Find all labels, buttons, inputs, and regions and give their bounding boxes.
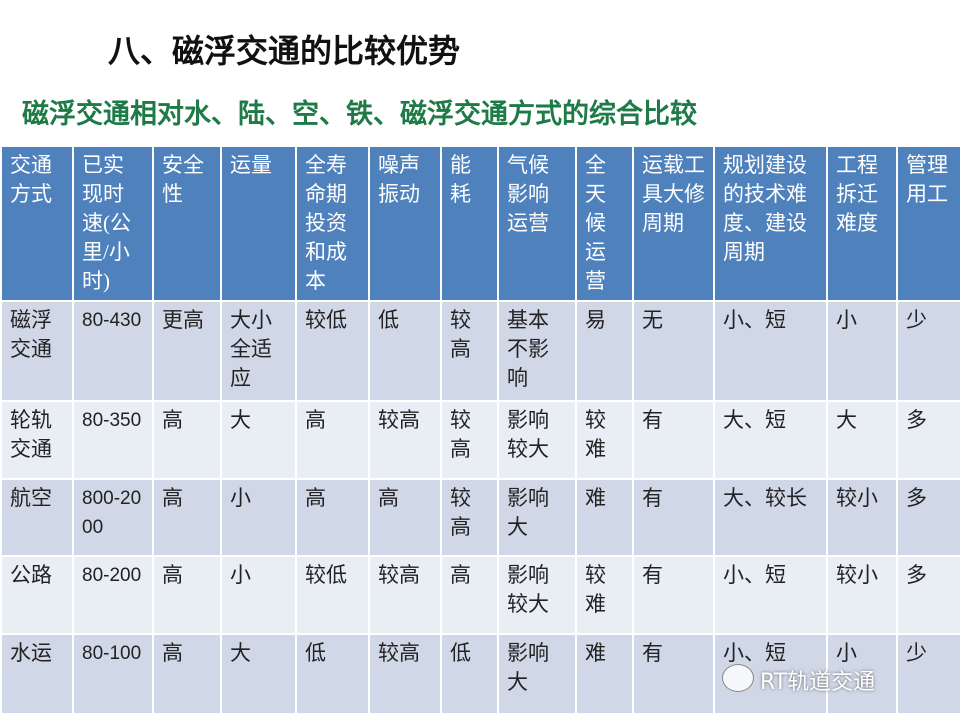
table-cell: 较小 (826, 555, 898, 635)
table-cell: 磁浮交通 (0, 300, 74, 402)
table-cell: 小、短 (713, 555, 828, 635)
table-cell: 多 (896, 478, 960, 557)
slide-subtitle: 磁浮交通相对水、陆、空、铁、磁浮交通方式的综合比较 (22, 99, 697, 130)
table-cell: 小、短 (713, 300, 828, 402)
table-cell: 高 (152, 633, 222, 715)
table-cell: 高 (368, 478, 442, 557)
table-cell: 高 (152, 478, 222, 557)
table-cell: 公路 (0, 555, 74, 635)
header-row: 交通方式 已实现时速(公里/小时) 安全性 运量 全寿命期投资和成本 噪声振动 能耗 气候影响… (0, 145, 960, 302)
speed-cell: 80-350 (72, 400, 154, 480)
table-cell: 较高 (368, 633, 442, 715)
column-header: 已实现时速(公里/小时) (72, 145, 154, 302)
table-cell: 小 (826, 300, 898, 402)
table-cell: 大 (826, 400, 898, 480)
table-cell: 低 (295, 633, 370, 715)
table-cell: 大小全适应 (220, 300, 297, 402)
table-cell: 有 (632, 555, 715, 635)
column-header: 全天候运营 (575, 145, 634, 302)
column-header: 气候影响运营 (497, 145, 577, 302)
column-header: 能耗 (440, 145, 499, 302)
table-cell: 基本不影响 (497, 300, 577, 402)
table-cell: 较低 (295, 300, 370, 402)
table-cell: 有 (632, 633, 715, 715)
table-cell: 较高 (440, 400, 499, 480)
table-cell: 较难 (575, 555, 634, 635)
table-cell: 高 (295, 478, 370, 557)
table-cell: 少 (896, 633, 960, 715)
table-cell: 低 (440, 633, 499, 715)
table-cell: 较高 (368, 400, 442, 480)
table-cell: 高 (152, 400, 222, 480)
column-header: 规划建设的技术难度、建设周期 (713, 145, 828, 302)
table-cell: 小 (220, 555, 297, 635)
table-cell: 较难 (575, 400, 634, 480)
slide-title: 八、磁浮交通的比较优势 (108, 32, 461, 70)
table-cell: 影响大 (497, 633, 577, 715)
table-row: 磁浮交通 80-430 更高 大小全适应 较低低较高 基本不影响易无小、短小少 (0, 300, 960, 402)
watermark-icon (722, 664, 754, 692)
table-cell: 更高 (152, 300, 222, 402)
table-cell: 难 (575, 633, 634, 715)
table-cell: 轮轨交通 (0, 400, 74, 480)
table-cell: 低 (368, 300, 442, 402)
table-cell: 少 (896, 300, 960, 402)
table-cell: 小 (826, 633, 898, 715)
table-cell: 较小 (826, 478, 898, 557)
table-cell: 较高 (368, 555, 442, 635)
table-cell: 影响大 (497, 478, 577, 557)
table-cell: 大、较长 (713, 478, 828, 557)
table-cell: 有 (632, 400, 715, 480)
table-cell: 无 (632, 300, 715, 402)
column-header: 交通方式 (0, 145, 74, 302)
table-body: 磁浮交通 80-430 更高 大小全适应 较低低较高 基本不影响易无小、短小少轮轨交通 80… (0, 300, 960, 715)
column-header: 全寿命期投资和成本 (295, 145, 370, 302)
table-cell: 较高 (440, 478, 499, 557)
table-row: 轮轨交通 80-350 高大高较高 较高 影响较大 较难有大、短大多 (0, 400, 960, 480)
table-cell: 多 (896, 400, 960, 480)
table-cell: 高 (295, 400, 370, 480)
table-row: 公路 80-200 高小较低 较高高影响较大 较难有小、短 较小多 (0, 555, 960, 635)
column-header: 安全性 (152, 145, 222, 302)
table-row: 航空 800-2000 高小高高较高 影响大难有大、较长 较小多 (0, 478, 960, 557)
table-cell: 高 (440, 555, 499, 635)
table-cell: 多 (896, 555, 960, 635)
speed-cell: 80-200 (72, 555, 154, 635)
column-header: 运量 (220, 145, 297, 302)
column-header: 噪声振动 (368, 145, 442, 302)
table-cell: 大 (220, 400, 297, 480)
table-cell: 影响较大 (497, 400, 577, 480)
table-cell: 大、短 (713, 400, 828, 480)
comparison-table: 交通方式 已实现时速(公里/小时) 安全性 运量 全寿命期投资和成本 噪声振动 能耗 气候影响… (0, 145, 960, 715)
table-cell: 影响较大 (497, 555, 577, 635)
table-row: 水运 80-100 高大低较高低影响大难有小、短小少 (0, 633, 960, 715)
table-cell: 大 (220, 633, 297, 715)
table-cell: 有 (632, 478, 715, 557)
table-cell: 水运 (0, 633, 74, 715)
column-header: 管理用工 (896, 145, 960, 302)
table-cell: 较低 (295, 555, 370, 635)
speed-cell: 800-2000 (72, 478, 154, 557)
watermark: RT轨道交通 (760, 670, 876, 695)
column-header: 运载工具大修周期 (632, 145, 715, 302)
table-cell: 高 (152, 555, 222, 635)
column-header: 工程拆迁难度 (826, 145, 898, 302)
table-cell: 较高 (440, 300, 499, 402)
speed-cell: 80-430 (72, 300, 154, 402)
speed-cell: 80-100 (72, 633, 154, 715)
table-cell: 航空 (0, 478, 74, 557)
table-cell: 易 (575, 300, 634, 402)
table-cell: 难 (575, 478, 634, 557)
table-cell: 小 (220, 478, 297, 557)
